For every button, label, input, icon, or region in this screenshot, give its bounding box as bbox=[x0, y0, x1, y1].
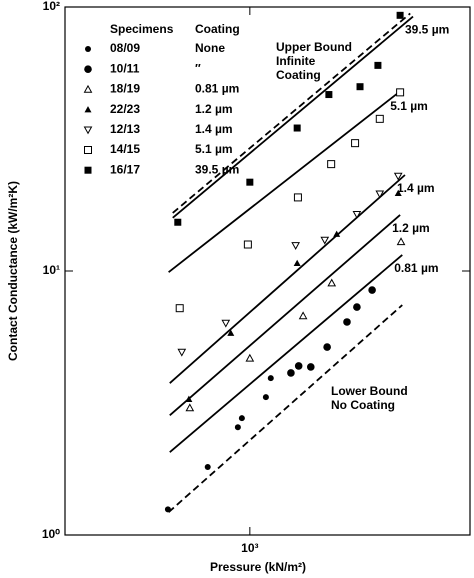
legend-label: 18/19 bbox=[110, 82, 140, 96]
y-tick-label: 10¹ bbox=[43, 263, 60, 277]
fit-line bbox=[169, 214, 401, 417]
data-point bbox=[374, 61, 382, 69]
annotation: Lower Bound bbox=[331, 384, 408, 398]
fit-label: 0.81 µm bbox=[394, 261, 438, 275]
annotation: Infinite bbox=[276, 54, 316, 68]
fit-label: 1.4 µm bbox=[397, 181, 435, 195]
data-point bbox=[343, 318, 351, 326]
data-point bbox=[368, 286, 376, 294]
legend-marker bbox=[83, 84, 93, 93]
data-point bbox=[245, 353, 255, 362]
data-point bbox=[243, 240, 252, 249]
data-point bbox=[234, 424, 241, 431]
data-point bbox=[238, 415, 245, 422]
fit-line bbox=[172, 12, 411, 214]
data-point bbox=[396, 11, 404, 19]
data-point bbox=[204, 463, 211, 470]
legend-marker bbox=[84, 166, 92, 174]
y-tick-label: 10⁰ bbox=[42, 527, 60, 541]
data-point bbox=[356, 83, 364, 91]
data-point bbox=[298, 311, 308, 320]
data-point bbox=[353, 303, 361, 311]
data-point bbox=[293, 193, 302, 202]
legend-marker bbox=[84, 146, 92, 154]
fit-line bbox=[172, 15, 414, 219]
data-point bbox=[352, 210, 362, 219]
data-point bbox=[227, 329, 235, 336]
data-point bbox=[323, 343, 331, 351]
fit-label: 39.5 µm bbox=[405, 23, 449, 37]
data-point bbox=[320, 236, 330, 245]
legend-label: 08/09 bbox=[110, 41, 140, 55]
legend-label: 12/13 bbox=[110, 122, 140, 136]
data-point bbox=[325, 91, 333, 99]
legend-header: Specimens bbox=[110, 22, 174, 36]
fit-line bbox=[168, 304, 403, 513]
data-point bbox=[164, 506, 171, 513]
legend-marker bbox=[85, 46, 91, 52]
legend-coating: 39.5 µm bbox=[195, 162, 239, 176]
legend-marker bbox=[84, 106, 92, 113]
data-point bbox=[396, 88, 405, 97]
data-point bbox=[375, 114, 384, 123]
annotation: Coating bbox=[276, 68, 321, 82]
data-point bbox=[306, 363, 315, 371]
data-point bbox=[351, 139, 360, 148]
legend-coating: ″ bbox=[195, 61, 201, 75]
data-point bbox=[262, 394, 269, 401]
data-point bbox=[394, 189, 402, 197]
legend-marker bbox=[83, 126, 93, 135]
fit-line bbox=[169, 174, 406, 384]
data-point bbox=[293, 259, 301, 267]
fit-line bbox=[168, 92, 399, 273]
data-point bbox=[291, 242, 300, 250]
legend-label: 22/23 bbox=[110, 102, 140, 116]
legend-coating: None bbox=[195, 41, 225, 55]
legend-coating: 1.2 µm bbox=[195, 102, 233, 116]
x-tick-label: 10³ bbox=[241, 541, 258, 555]
data-point bbox=[246, 178, 254, 186]
data-point bbox=[293, 124, 301, 132]
legend-coating: 1.4 µm bbox=[195, 122, 233, 136]
data-point bbox=[375, 190, 385, 199]
legend-coating: 5.1 µm bbox=[195, 142, 233, 156]
legend-label: 10/11 bbox=[110, 61, 140, 75]
legend-label: 16/17 bbox=[110, 162, 140, 176]
data-point bbox=[333, 230, 341, 237]
x-axis-title: Pressure (kN/m²) bbox=[210, 560, 306, 574]
data-point bbox=[175, 304, 184, 313]
data-point bbox=[267, 375, 274, 382]
annotation: Upper Bound bbox=[276, 40, 352, 54]
data-point bbox=[185, 403, 195, 412]
fit-line bbox=[169, 254, 403, 453]
data-point bbox=[393, 172, 403, 181]
fit-label: 1.2 µm bbox=[392, 221, 430, 235]
data-point bbox=[174, 218, 182, 226]
data-point bbox=[327, 160, 336, 169]
data-point bbox=[177, 348, 187, 357]
data-point bbox=[185, 395, 193, 402]
fit-label: 5.1 µm bbox=[390, 99, 428, 113]
legend-header: Coating bbox=[195, 22, 240, 36]
data-point bbox=[294, 362, 303, 370]
y-tick-label: 10² bbox=[43, 0, 60, 13]
legend-label: 14/15 bbox=[110, 142, 140, 156]
data-point bbox=[327, 278, 337, 287]
y-axis-title: Contact Conductance (kW/m²K) bbox=[6, 181, 20, 361]
data-point bbox=[287, 369, 295, 377]
data-point bbox=[396, 237, 406, 246]
annotation: No Coating bbox=[331, 398, 395, 412]
legend-marker bbox=[84, 65, 92, 73]
data-point bbox=[221, 319, 231, 328]
legend-coating: 0.81 µm bbox=[195, 82, 239, 96]
